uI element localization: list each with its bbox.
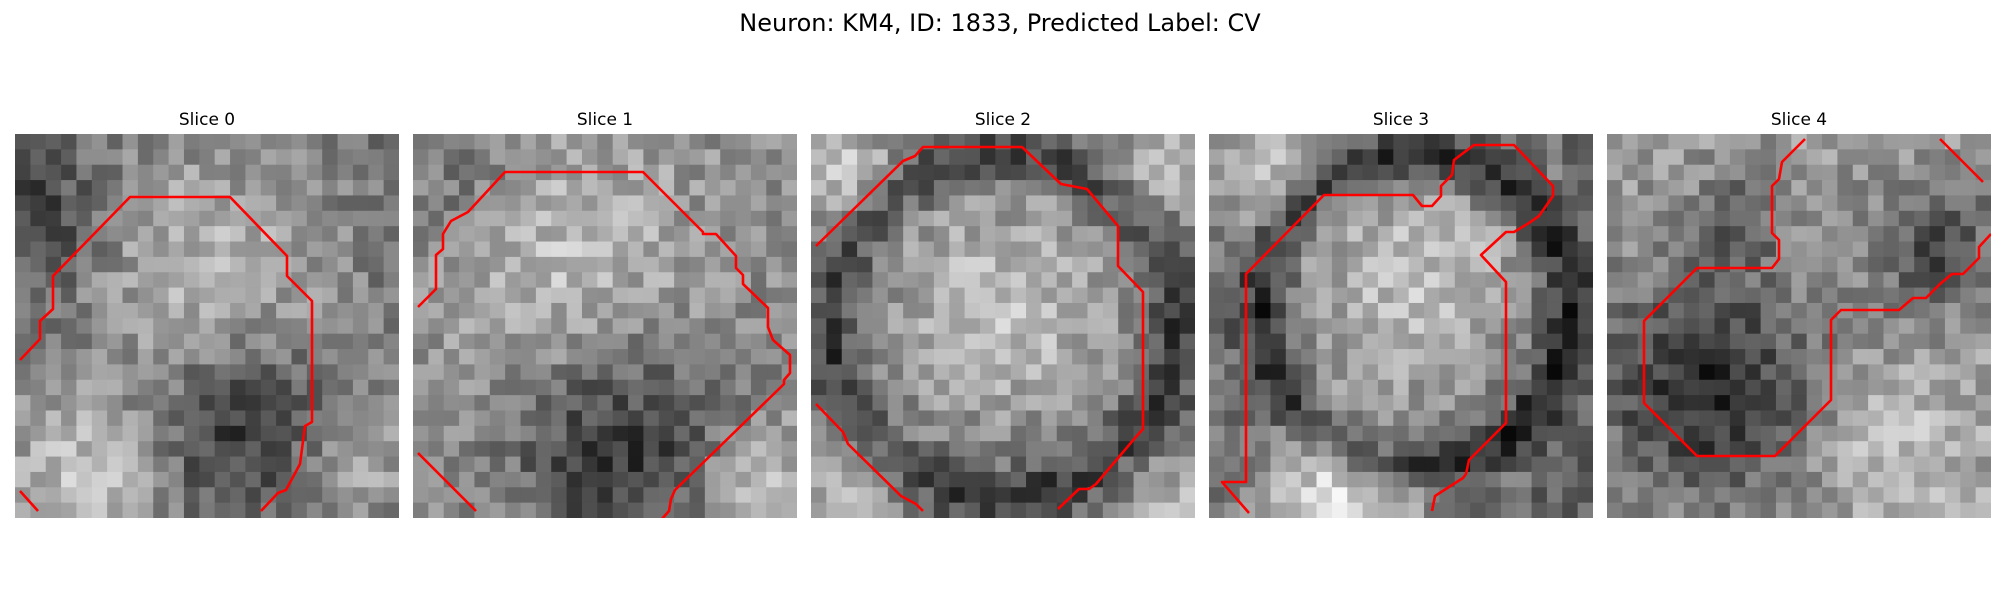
contour-line — [19, 195, 314, 512]
slice-panel-3: Slice 3 — [1209, 108, 1593, 518]
slice-title-2: Slice 2 — [974, 110, 1032, 130]
grayscale-image — [413, 134, 797, 518]
figure-title: Neuron: KM4, ID: 1833, Predicted Label: … — [739, 9, 1261, 37]
slice-image-4 — [1607, 134, 1991, 518]
slice-panel-0: Slice 0 — [15, 108, 399, 518]
slice-image-2 — [811, 134, 1195, 518]
contour-line — [417, 452, 477, 512]
contour-line — [19, 490, 39, 512]
slice-title-4: Slice 4 — [1770, 110, 1828, 130]
contour-line — [815, 145, 1145, 510]
grayscale-image — [15, 134, 399, 518]
slice-image-3 — [1209, 134, 1593, 518]
grayscale-image — [1607, 134, 1991, 518]
contour-line — [1642, 138, 1991, 458]
contour-line — [417, 170, 792, 518]
slice-image-1 — [413, 134, 797, 518]
slice-panel-4: Slice 4 — [1607, 108, 1991, 518]
slice-title-0: Slice 0 — [178, 110, 236, 130]
slice-title-3: Slice 3 — [1372, 110, 1430, 130]
grayscale-image — [1209, 134, 1593, 518]
contour-line — [815, 403, 924, 512]
slice-title-1: Slice 1 — [576, 110, 634, 130]
slice-panel-2: Slice 2 — [811, 108, 1195, 518]
grayscale-image — [811, 134, 1195, 518]
contour-line — [1939, 138, 1984, 183]
contour-line — [1220, 143, 1555, 514]
slice-image-0 — [15, 134, 399, 518]
slice-panel-1: Slice 1 — [413, 108, 797, 518]
